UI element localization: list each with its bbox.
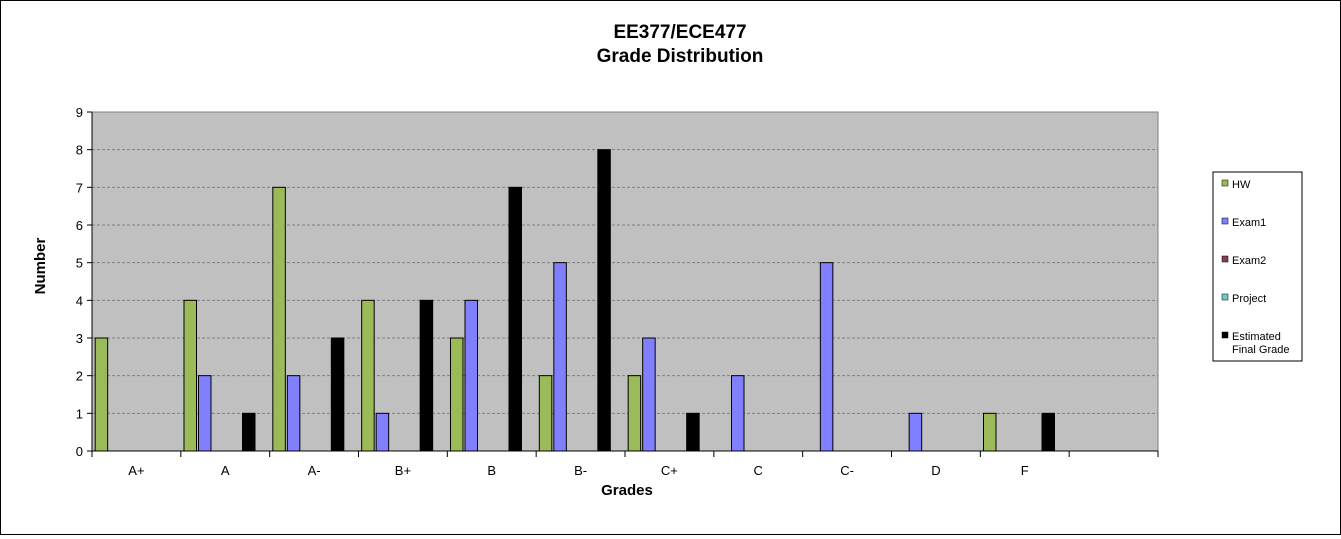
x-tick-label: A- [308,463,321,478]
x-tick-label: C+ [661,463,678,478]
bar [642,337,656,452]
bar [419,299,434,452]
y-tick-label: 4 [76,293,83,308]
legend-box [1212,171,1303,362]
x-tick-label: B- [574,463,587,478]
axes: 0 1 2 3 4 5 6 7 8 9 A+ A A- B+ B B- C+ C C- D F [76,105,1159,478]
legend-swatch [1221,255,1229,263]
y-tick-label: 1 [76,406,83,421]
bar [819,262,834,452]
x-tick-label: D [931,463,940,478]
x-tick-label: F [1021,463,1029,478]
y-tick-label: 8 [76,143,83,158]
y-tick-label: 7 [76,180,83,195]
legend-swatch [1221,217,1229,225]
chart-title-line-1: EE377/ECE477 [613,22,746,43]
bar [242,412,256,452]
legend-swatch [1221,179,1229,187]
x-tick-label: B+ [395,463,411,478]
legend-label: Project [1232,293,1266,305]
x-tick-label: C- [840,463,854,478]
bar [94,337,109,452]
bar [198,375,212,452]
bar [731,375,745,452]
bar [597,149,611,452]
legend-label: HW [1232,179,1251,191]
gridlines [92,149,1158,414]
x-tick-label: A+ [128,463,144,478]
x-tick-label: A [221,463,230,478]
legend-label: Exam1 [1232,217,1266,229]
bar [1041,412,1055,452]
bar [908,412,923,452]
x-tick-label: B [487,463,496,478]
bar [330,337,345,452]
bar [183,299,197,452]
bar [627,375,642,452]
y-tick-label: 2 [76,369,83,384]
y-tick-label: 5 [76,256,83,271]
plot-area [91,111,1159,452]
bar [361,299,375,452]
y-tick-label: 6 [76,218,83,233]
legend-label: Exam2 [1232,255,1266,267]
bar [553,262,567,452]
y-axis-title: Number [32,238,49,295]
x-axis-title: Grades [601,482,653,499]
bars [94,149,1055,452]
y-tick-label: 3 [76,331,83,346]
bar [983,412,997,452]
y-tick-label: 0 [76,444,83,459]
legend-label: Estimated [1232,331,1281,343]
y-tick-label: 9 [76,105,83,120]
legend-swatch [1221,331,1229,339]
legend-label: Final Grade [1232,344,1289,356]
bar [538,375,553,452]
bar [272,186,286,452]
bar [375,412,390,452]
bar [450,337,464,452]
bar [286,375,301,452]
chart-title-line-2: Grade Distribution [597,46,764,67]
bar [686,412,700,452]
x-tick-label: C [754,463,763,478]
bar [508,186,522,452]
bar [464,299,478,452]
legend-swatch [1221,293,1229,301]
